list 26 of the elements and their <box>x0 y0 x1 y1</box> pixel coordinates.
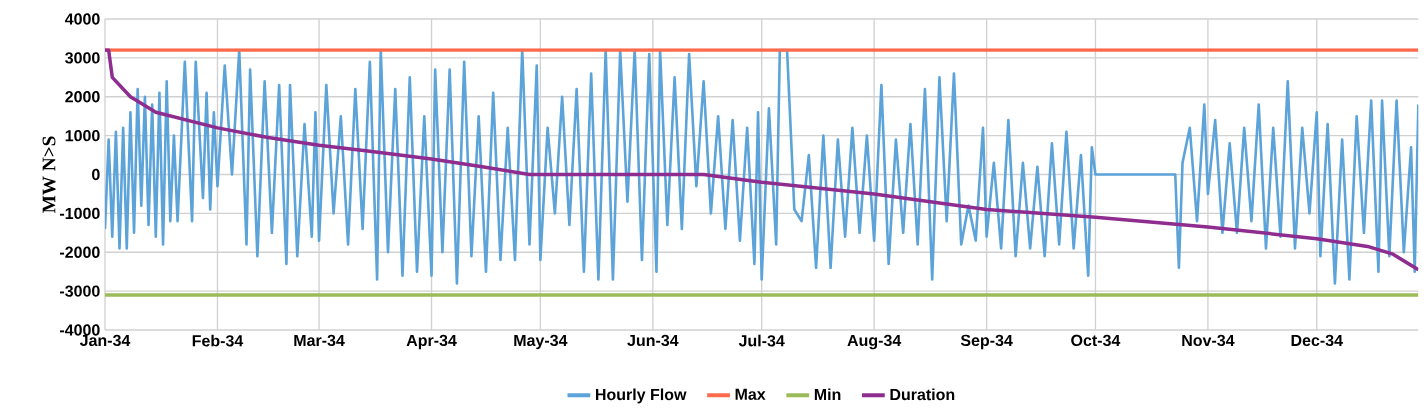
x-tick-label: Sep-34 <box>960 334 1013 350</box>
x-tick-label: May-34 <box>514 334 568 350</box>
y-tick-label: 0 <box>92 168 100 181</box>
y-tick-label: -2000 <box>60 246 100 258</box>
x-tick-label: Nov-34 <box>1182 334 1235 347</box>
y-axis-title: MW N>S <box>42 136 56 213</box>
y-tick-label: 1000 <box>65 129 100 142</box>
legend-label: Max <box>735 388 766 400</box>
x-tick-label: Mar-34 <box>294 334 345 347</box>
x-tick-label: Aug-34 <box>847 334 902 350</box>
x-tick-label: Dec-34 <box>1291 334 1343 347</box>
y-tick-label: -4000 <box>60 324 100 336</box>
legend-label: Min <box>814 388 841 401</box>
y-tick-label: -1000 <box>60 207 100 220</box>
x-tick-label: Jul-34 <box>738 334 785 347</box>
y-tick-label: -3000 <box>60 285 100 297</box>
legend-label: Duration <box>890 388 955 401</box>
legend-label: Hourly Flow <box>595 388 687 404</box>
y-tick-label: 3000 <box>65 52 100 64</box>
y-tick-label: 2000 <box>65 91 100 103</box>
x-tick-label: Jun-34 <box>627 334 679 347</box>
x-tick-label: Jan-34 <box>79 334 131 347</box>
x-tick-label: Feb-34 <box>192 334 244 347</box>
y-tick-label: 4000 <box>64 13 100 25</box>
x-tick-label: Oct-34 <box>1071 334 1121 347</box>
x-tick-label: Apr-34 <box>406 334 457 350</box>
